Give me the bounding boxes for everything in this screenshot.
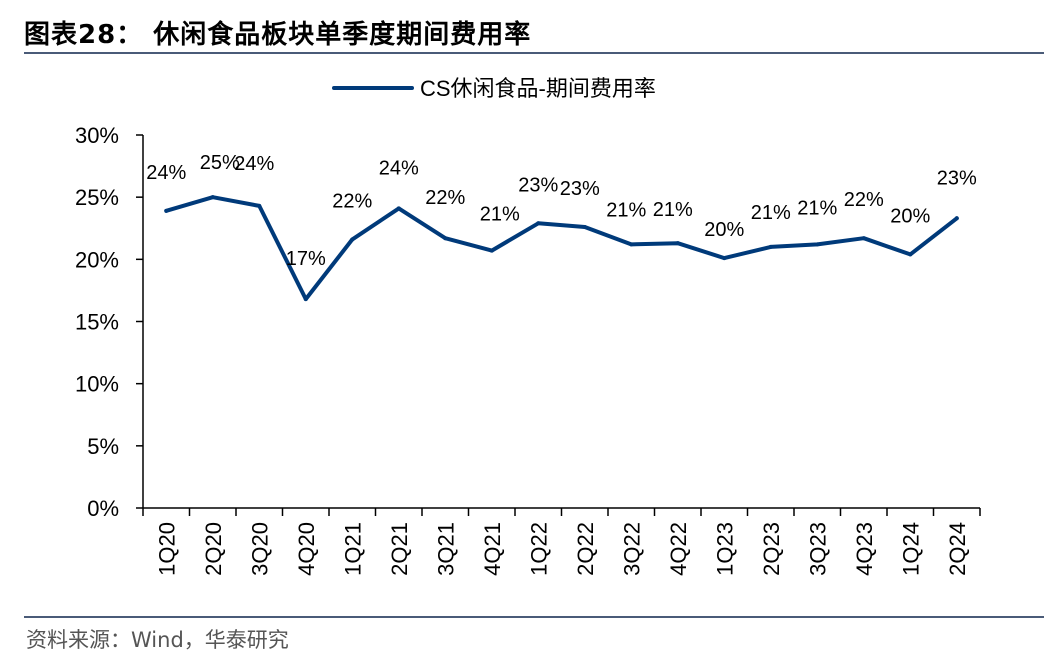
data-label: 24% [146,162,186,184]
x-tick-label: 4Q21 [480,522,505,576]
data-point [768,244,773,249]
x-tick-label: 2Q23 [759,522,784,576]
data-label: 20% [704,219,744,241]
y-tick-label: 0% [87,496,119,521]
data-label: 22% [844,189,884,211]
data-label: 23% [560,178,600,200]
data-label: 25% [200,152,240,174]
data-point [164,208,169,213]
data-point [396,206,401,211]
y-tick-label: 25% [75,185,119,210]
y-tick-label: 30% [75,123,119,148]
data-label: 21% [480,204,520,226]
data-point [954,216,959,221]
x-tick-label: 2Q22 [573,522,598,576]
y-tick-label: 5% [87,434,119,459]
data-label: 22% [425,187,465,209]
chart-legend: CS休闲食品-期间费用率 [332,76,656,101]
x-tick-label: 3Q20 [247,522,272,576]
data-label: 23% [937,167,977,189]
data-point [443,236,448,241]
data-label: 21% [751,202,791,224]
data-label: 21% [606,199,646,221]
x-tick-label: 2Q24 [945,522,970,576]
data-point [350,237,355,242]
data-label: 22% [332,190,372,212]
x-tick-label: 1Q24 [898,522,923,576]
x-axis: 1Q20 2Q20 3Q20 4Q20 1Q21 2Q21 3Q21 4Q21 1Q22 2Q22… [142,507,981,576]
data-point [908,252,913,257]
x-tick-label: 4Q22 [666,522,691,576]
data-point [675,241,680,246]
source-rule [24,616,1044,618]
y-tick-label: 10% [75,372,119,397]
series-line [164,195,959,302]
x-tick-label: 3Q22 [619,522,644,576]
data-label: 20% [890,205,930,227]
data-point [582,225,587,230]
y-axis: 0% 5% 10% 15% 20% 25% 30% [75,123,144,521]
data-label: 17% [286,248,326,270]
data-point [210,195,215,200]
data-point [861,236,866,241]
legend-label: CS休闲食品-期间费用率 [420,76,656,101]
x-tick-label: 2Q20 [201,522,226,576]
x-tick-label: 3Q23 [805,522,830,576]
data-label: 21% [653,199,693,221]
x-tick-label: 1Q20 [154,522,179,576]
plot-area: 24% 25%24%17%22%24%22%21%23% 23%21% 21%20%2… [146,152,977,302]
data-label: 23% [518,174,558,196]
data-point [303,297,308,302]
x-tick-label: 4Q20 [294,522,319,576]
x-tick-label: 1Q23 [712,522,737,576]
x-tick-label: 2Q21 [387,522,412,576]
y-tick-label: 20% [75,247,119,272]
y-tick-label: 15% [75,310,119,335]
data-point [489,248,494,253]
title-rule [24,52,1044,54]
x-tick-label: 1Q21 [340,522,365,576]
source-note: 资料来源：Wind，华泰研究 [26,628,289,652]
data-point [815,242,820,247]
x-tick-label: 1Q22 [526,522,551,576]
data-label: 24% [234,153,274,175]
data-label: 24% [379,157,419,179]
data-label: 21% [797,197,837,219]
data-point [536,221,541,226]
data-point [722,256,727,261]
data-point [257,203,262,208]
x-tick-label: 3Q21 [433,522,458,576]
x-tick-label: 4Q23 [852,522,877,576]
data-point [629,242,634,247]
figure-title: 图表28： 休闲食品板块单季度期间费用率 [24,20,532,50]
